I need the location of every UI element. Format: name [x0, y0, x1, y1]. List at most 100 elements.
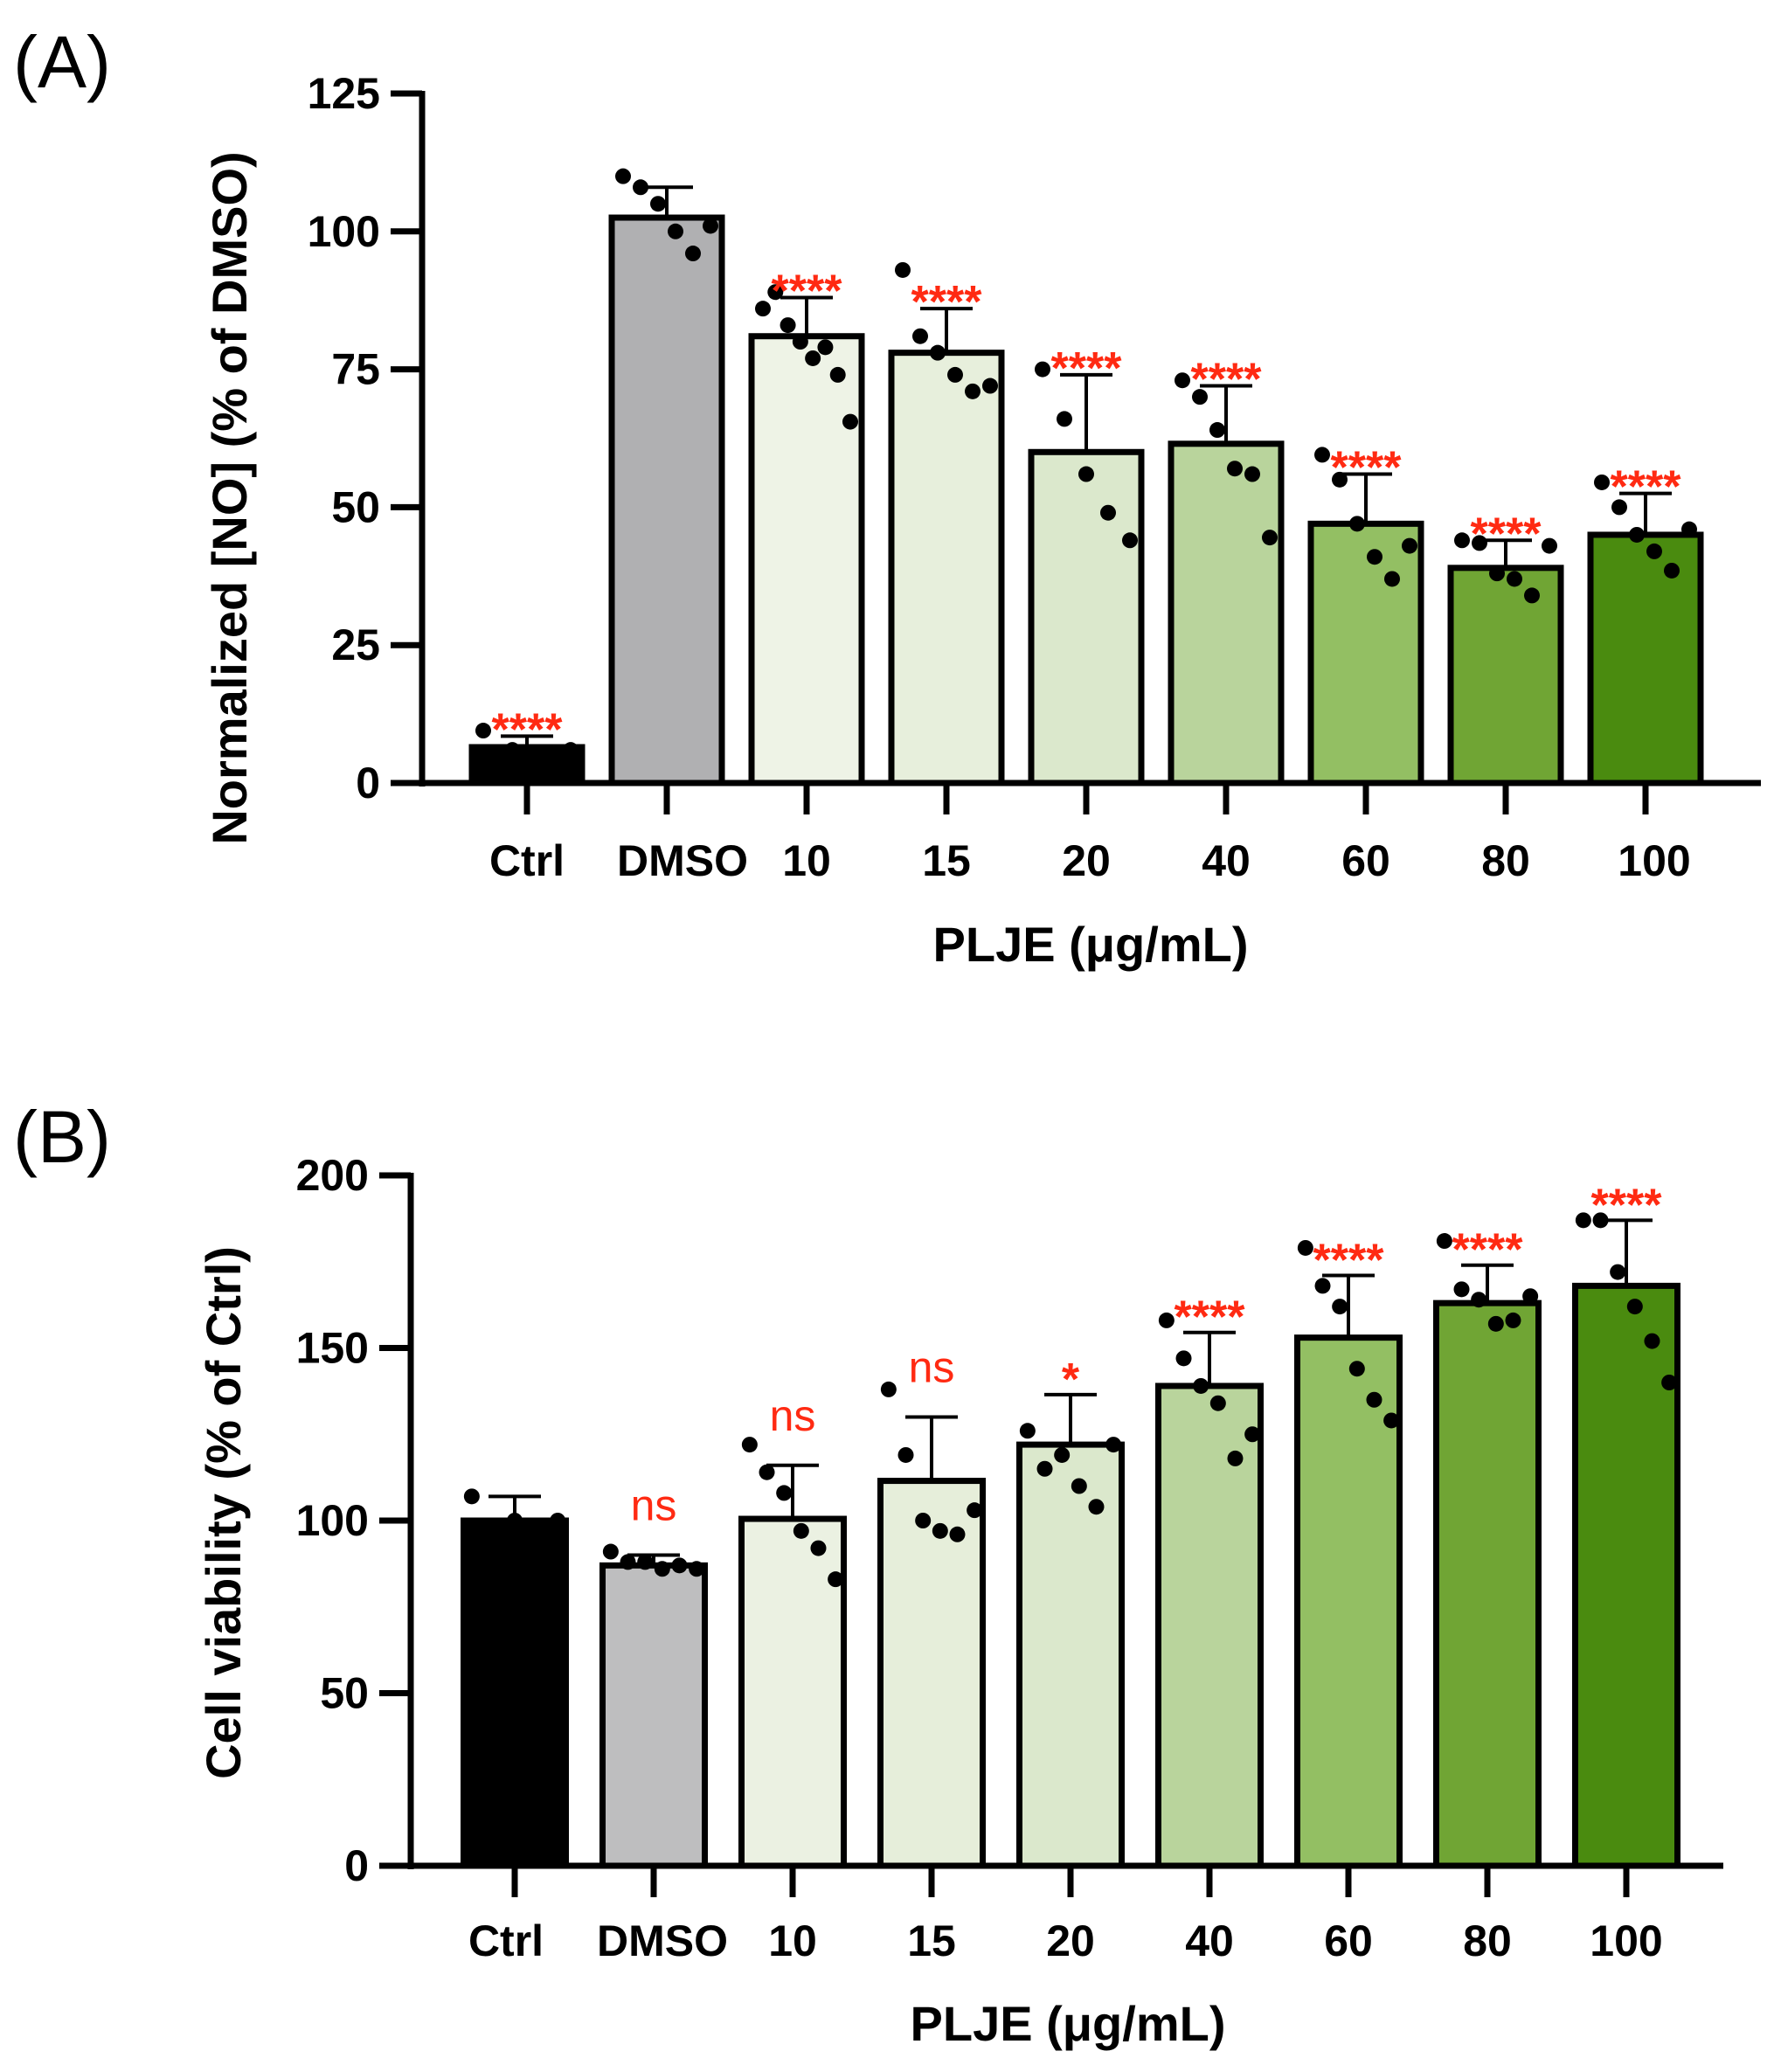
panel-b-data-point [1193, 1377, 1209, 1394]
panel-b-x-tick-label: 40 [1185, 1916, 1234, 1965]
panel-a-data-point [842, 413, 858, 430]
panel-a-data-point [1332, 471, 1348, 488]
panel-a-data-point [1209, 422, 1225, 439]
panel-a-data-point [504, 742, 521, 759]
panel-b-data-point [880, 1381, 897, 1397]
panel-b-data-point [1054, 1446, 1071, 1463]
panel-a-bar [1028, 448, 1145, 787]
panel-b-data-point [967, 1502, 983, 1519]
panel-b-data-point [1209, 1395, 1226, 1411]
panel-a-data-point [930, 344, 946, 361]
panel-a-data-point [780, 317, 796, 334]
panel-a-data-point [533, 745, 550, 761]
panel-b-y-tick-label: 0 [344, 1841, 369, 1890]
panel-b-bar [599, 1562, 708, 1869]
panel-b-x-tick-label: 10 [768, 1916, 817, 1965]
panel-b-significance-label: **** [1591, 1180, 1663, 1230]
panel-a-significance-label: **** [1331, 443, 1403, 494]
panel-a-data-point [1100, 504, 1116, 521]
panel-b-data-point [915, 1513, 932, 1528]
panel-a-data-point [1244, 466, 1260, 482]
panel-a-data-point [1384, 571, 1400, 587]
panel-b-data-point [949, 1526, 966, 1542]
panel-a-data-point [1524, 587, 1540, 604]
panel-a-data-point [1646, 543, 1662, 559]
panel-b-data-point [1036, 1460, 1053, 1477]
panel-b-data-point [828, 1571, 844, 1588]
panel-a-data-point [912, 328, 928, 344]
panel-b-data-point [1575, 1212, 1591, 1229]
panel-b-x-axis-title: PLJE (μg/mL) [911, 1996, 1226, 2051]
panel-b-data-point [507, 1513, 523, 1528]
panel-a-x-tick-label: Ctrl [489, 836, 565, 885]
panel-b-data-point [1592, 1212, 1609, 1229]
panel-a-data-point [1542, 537, 1557, 554]
panel-b-data-point [776, 1485, 793, 1501]
panel-b-bar [1433, 1299, 1542, 1869]
panel-a-significance-label: **** [1051, 343, 1123, 394]
panel-b-data-point [1348, 1361, 1365, 1377]
panel-a-significance-label: **** [1191, 355, 1263, 405]
panel-a-x-tick-label: 15 [922, 836, 971, 885]
panel-b-significance-label: * [1062, 1355, 1080, 1405]
panel-b-data-point [654, 1561, 670, 1577]
panel-b-data-point [741, 1437, 758, 1453]
panel-b-bar [877, 1478, 986, 1869]
panel-b-data-point [602, 1543, 619, 1560]
panel-a-significance-label: **** [772, 267, 843, 317]
panel-a-data-point [633, 179, 648, 196]
panel-a-x-tick-label: 20 [1062, 836, 1111, 885]
panel-a-data-point [817, 339, 834, 356]
panel-b-data-point [1071, 1478, 1087, 1494]
panel-b-data-point [1436, 1233, 1452, 1250]
panel-b-data-point [1487, 1315, 1504, 1332]
panel-b-significance-label: ns [770, 1391, 816, 1440]
panel-b-significance-label: **** [1313, 1236, 1385, 1286]
panel-b-significance-label: ns [909, 1343, 955, 1392]
panel-a-data-point [1057, 411, 1072, 427]
panel-b-y-tick-label: 200 [296, 1151, 369, 1200]
panel-b-x-tick-label: 80 [1463, 1916, 1512, 1965]
panel-b-data-point [1019, 1423, 1036, 1439]
panel-a-x-tick-label: 40 [1202, 836, 1251, 885]
panel-a-y-tick-label: 75 [331, 345, 380, 394]
panel-b-data-point [620, 1554, 636, 1570]
panel-a-x-tick-label: 60 [1341, 836, 1390, 885]
panel-b-data-point [1471, 1292, 1487, 1308]
panel-a-data-point [805, 350, 821, 366]
panel-a-data-point [982, 378, 998, 394]
panel-b-data-point [1158, 1312, 1175, 1328]
panel-b-data-point [1366, 1391, 1382, 1408]
panel-b-significance-label: **** [1175, 1292, 1246, 1343]
panel-b-data-point [1610, 1264, 1626, 1280]
panel-b-x-tick-label: 20 [1046, 1916, 1095, 1965]
panel-b-y-axis-title: Cell viability (% of Ctrl) [196, 1246, 251, 1779]
panel-a-data-point [1175, 372, 1190, 389]
panel-a-bar [1307, 520, 1424, 787]
panel-a-data-point [1681, 521, 1697, 537]
panel-b-data-point [1227, 1450, 1244, 1466]
panel-b-x-tick-label: 60 [1324, 1916, 1373, 1965]
panel-a-data-point [475, 723, 491, 739]
panel-a-data-point [1472, 535, 1487, 551]
panel-a-data-point [1035, 361, 1050, 378]
panel-b-data-point [1661, 1375, 1678, 1390]
panel-b: (B) Cell viability (% of Ctrl) PLJE (μg/… [13, 1096, 1723, 2051]
panel-b-significance-label: ns [631, 1481, 677, 1530]
panel-b-data-point [1088, 1499, 1105, 1515]
panel-a-x-tick-label: 80 [1481, 836, 1530, 885]
panel-b-data-point [1453, 1281, 1470, 1298]
panel-b-data-point [810, 1540, 827, 1556]
panel-a-data-point [1078, 466, 1094, 482]
panel-b-data-point [1314, 1278, 1331, 1294]
panel-b-bar [1572, 1282, 1680, 1869]
panel-b-data-point [1383, 1412, 1400, 1429]
panel-a-data-point [1629, 526, 1645, 543]
panel-b-bar [1016, 1441, 1125, 1869]
panel-b-y-tick-label: 100 [296, 1496, 369, 1545]
panel-a-data-point [1402, 537, 1417, 554]
panel-b-data-point [1522, 1288, 1539, 1305]
panel-a-bar [888, 350, 1005, 787]
panel-b-data-point [897, 1446, 914, 1463]
